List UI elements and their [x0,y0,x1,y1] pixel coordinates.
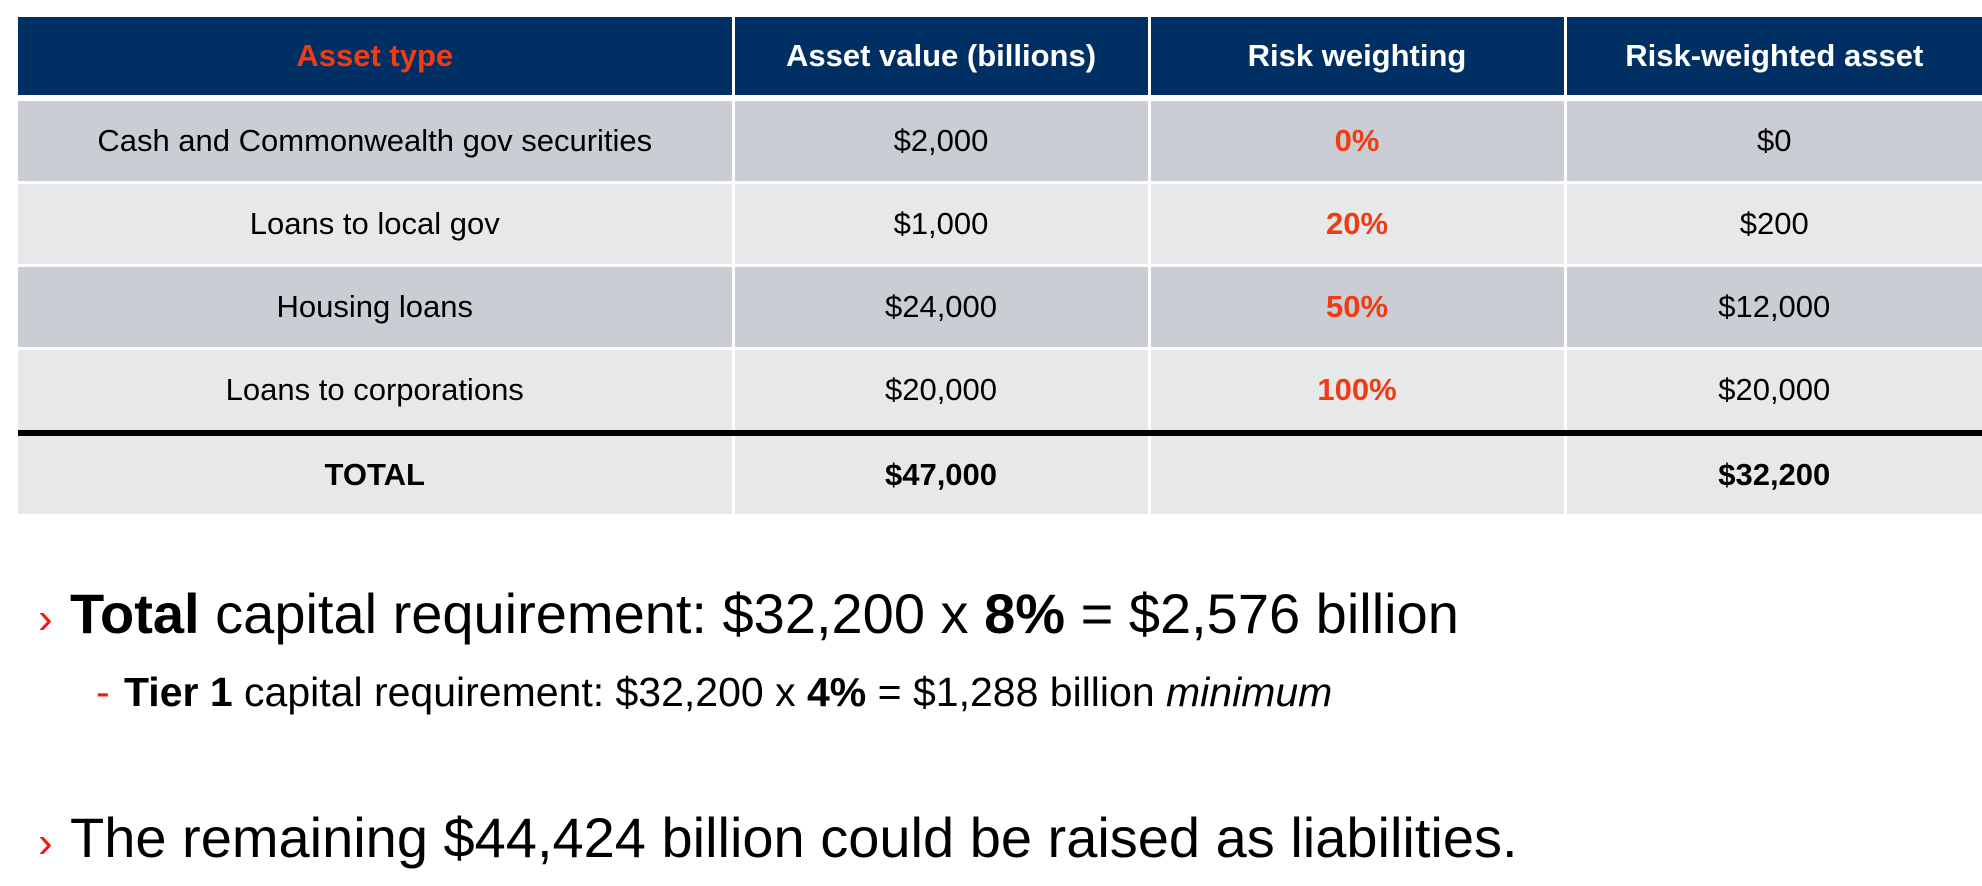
sub-bullet-bold-percent: 4% [807,669,867,716]
total-asset-value: $47,000 [733,430,1151,514]
cell-risk-weighting: 50% [1149,265,1567,350]
cell-risk-weighting: 100% [1149,348,1567,435]
header-risk-weighting: Risk weighting [1149,17,1567,101]
cell-risk-weighting: 0% [1149,98,1567,184]
table-row: Cash and Commonwealth gov securities $2,… [18,98,1982,184]
total-risk-weighting [1149,430,1567,514]
cell-risk-weighted-asset: $12,000 [1565,265,1982,350]
table-row: Loans to corporations $20,000 100% $20,0… [18,348,1982,435]
cell-asset-value: $2,000 [733,98,1151,184]
cell-risk-weighted-asset: $20,000 [1565,348,1982,435]
cell-asset-value: $20,000 [733,348,1151,435]
cell-risk-weighted-asset: $0 [1565,98,1982,184]
bullet-remaining-liabilities: › The remaining $44,424 billion could be … [38,804,1968,871]
table-total-row: TOTAL $47,000 $32,200 [18,430,1982,514]
sub-bullet-text: capital requirement: $32,200 x [232,669,807,716]
cell-risk-weighted-asset: $200 [1565,182,1982,267]
cell-asset-type: Housing loans [18,265,735,350]
risk-weighted-assets-table: Asset type Asset value (billions) Risk w… [18,17,1982,514]
total-label: TOTAL [18,430,735,514]
cell-asset-type: Loans to corporations [18,348,735,435]
cell-asset-type: Cash and Commonwealth gov securities [18,98,735,184]
sub-bullet-bold-lead: Tier 1 [124,669,233,716]
cell-asset-value: $1,000 [733,182,1151,267]
sub-bullet-dash-icon: - [96,669,110,716]
cell-asset-value: $24,000 [733,265,1151,350]
table-header-row: Asset type Asset value (billions) Risk w… [18,17,1982,101]
sub-bullet-tier1: - Tier 1 capital requirement: $32,200 x 4… [96,669,1968,716]
header-asset-type: Asset type [18,17,735,101]
bullet-text: capital requirement: $32,200 x [199,582,985,645]
bullet-chevron-icon: › [38,818,53,868]
cell-risk-weighting: 20% [1149,182,1567,267]
bullet-chevron-icon: › [38,594,53,643]
sub-bullet-text: = $1,288 billion [866,669,1167,716]
header-asset-value: Asset value (billions) [733,17,1151,101]
cell-asset-type: Loans to local gov [18,182,735,267]
total-risk-weighted-asset: $32,200 [1565,430,1982,514]
bullet-text: The remaining $44,424 billion could be r… [70,806,1518,870]
bullet-bold-lead: Total [70,582,200,645]
header-risk-weighted-asset: Risk-weighted asset [1565,17,1982,101]
table-row: Loans to local gov $1,000 20% $200 [18,182,1982,267]
bullet-total-capital: › Total capital requirement: $32,200 x 8%… [38,580,1968,647]
bullet-bold-percent: 8% [984,582,1066,645]
bullet-list: › Total capital requirement: $32,200 x 8%… [38,580,1968,871]
sub-bullet-italic-tail: minimum [1166,669,1333,716]
table-row: Housing loans $24,000 50% $12,000 [18,265,1982,350]
bullet-text: = $2,576 billion [1065,582,1459,645]
